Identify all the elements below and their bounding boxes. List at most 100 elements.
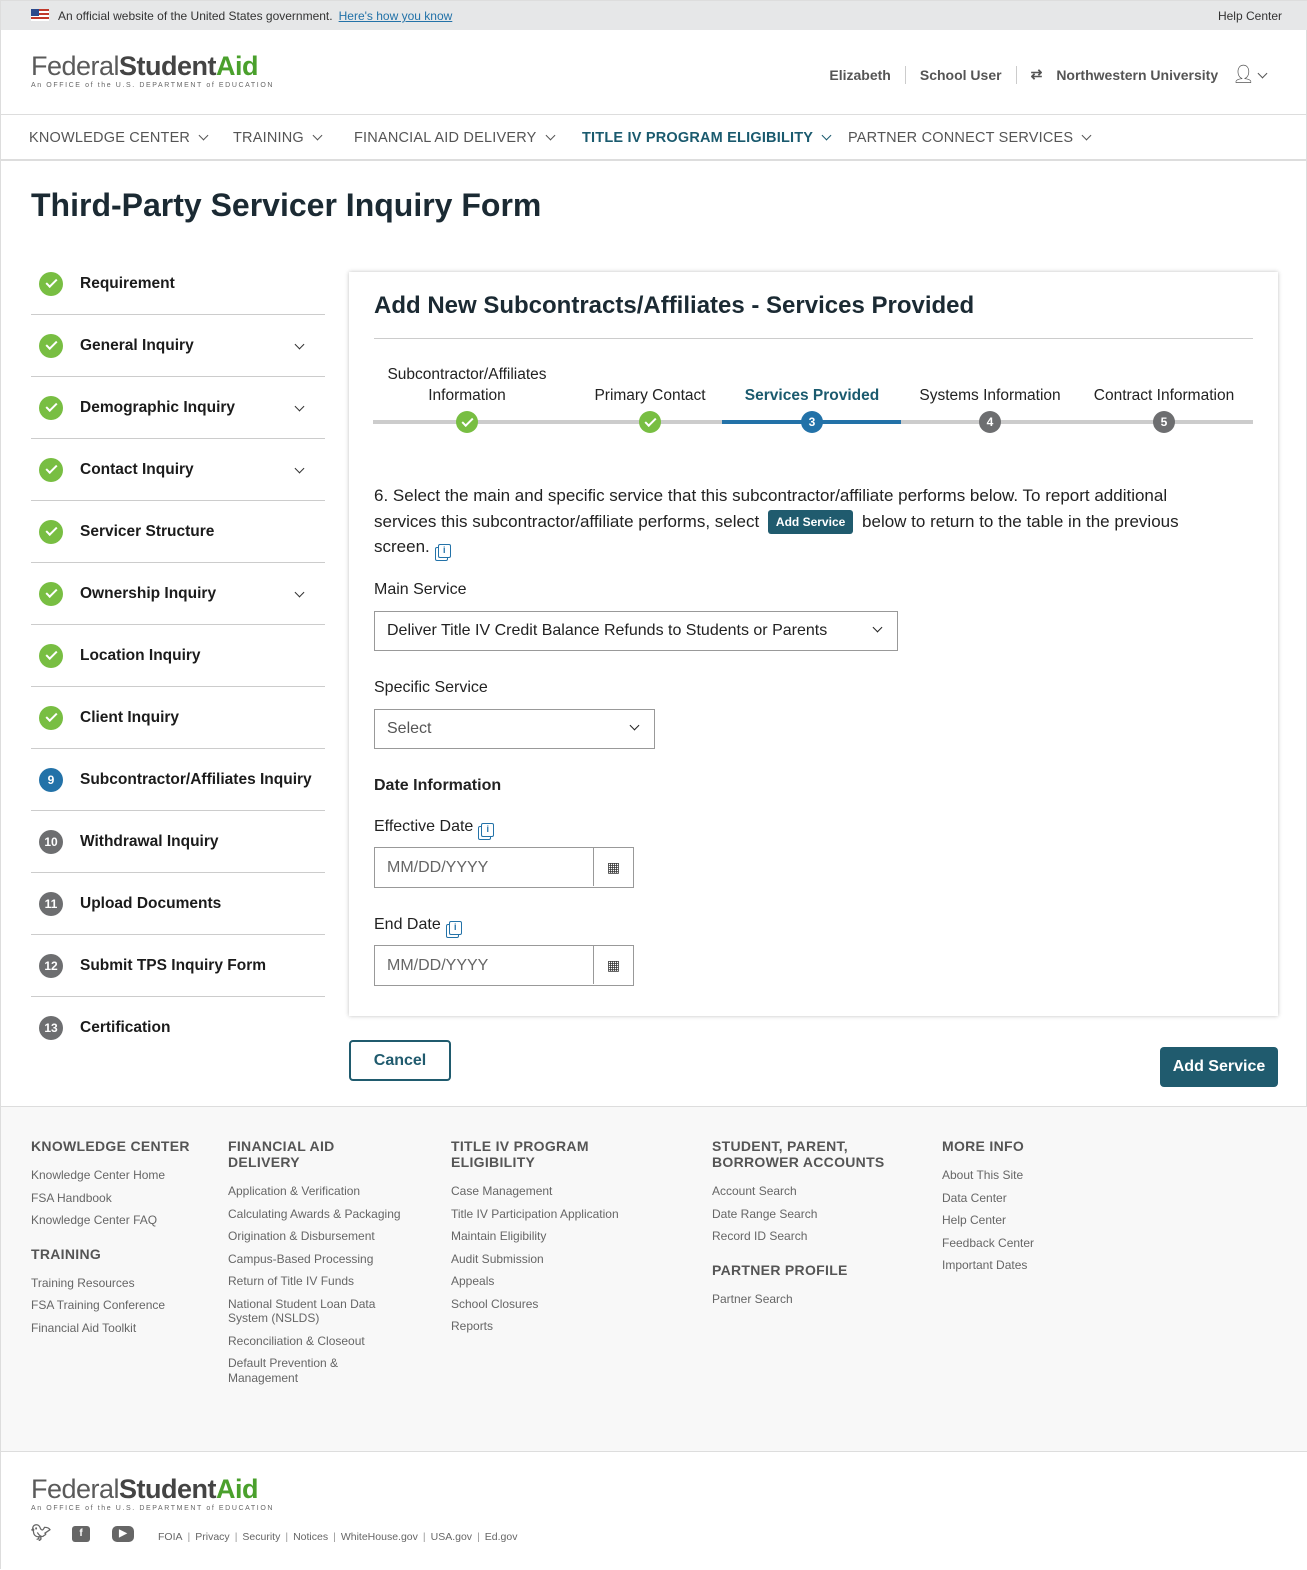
footer-link[interactable]: School Closures [451, 1296, 539, 1311]
legal-link[interactable]: WhiteHouse.gov [340, 1531, 418, 1543]
footer-link[interactable]: Record ID Search [712, 1229, 808, 1243]
effective-date-input[interactable]: MM/DD/YYYY ▦ [374, 847, 634, 888]
nav-item-knowledge-center[interactable]: KNOWLEDGE CENTER [29, 130, 209, 146]
sidebar-item-client-inquiry[interactable]: Client Inquiry [31, 687, 325, 749]
legal-link[interactable]: FOIA [158, 1531, 183, 1543]
how-you-know-link[interactable]: Here's how you know [338, 9, 453, 23]
sidebar-item-requirement[interactable]: Requirement [31, 253, 325, 315]
school-name[interactable]: Northwestern University [1056, 66, 1219, 83]
nav-item-title-iv-program-eligibility[interactable]: TITLE IV PROGRAM ELIGIBILITY [582, 130, 832, 146]
footer-link[interactable]: Case Management [451, 1184, 553, 1198]
step-label[interactable]: Systems Information [919, 387, 1061, 404]
legal-link[interactable]: Ed.gov [484, 1531, 518, 1543]
footer-link[interactable]: Maintain Eligibility [451, 1229, 547, 1243]
sidebar-item-subcontractor-affiliates-inquiry[interactable]: 9 Subcontractor/Affiliates Inquiry [31, 749, 325, 811]
facebook-icon[interactable]: f [72, 1526, 90, 1542]
sidebar-item-certification[interactable]: 13 Certification [31, 997, 325, 1059]
info-icon[interactable]: i [481, 823, 495, 837]
legal-link[interactable]: Privacy [195, 1531, 230, 1543]
user-name[interactable]: Elizabeth [829, 66, 891, 83]
footer-link[interactable]: Knowledge Center FAQ [31, 1213, 158, 1227]
footer-link[interactable]: FSA Handbook [31, 1190, 112, 1205]
footer-link[interactable]: Reconciliation & Closeout [228, 1333, 365, 1348]
sidebar-item-label: Submit TPS Inquiry Form [80, 956, 267, 974]
nav-item-financial-aid-delivery[interactable]: FINANCIAL AID DELIVERY [354, 130, 555, 146]
sidebar-item-demographic-inquiry[interactable]: Demographic Inquiry [31, 377, 325, 439]
footer-link[interactable]: FSA Training Conference [31, 1298, 166, 1312]
fsa-logo-footer[interactable]: FederalStudentAid An OFFICE of the U.S. … [31, 1474, 274, 1512]
footer-link[interactable]: Partner Search [712, 1291, 793, 1306]
nav-item-training[interactable]: TRAINING [233, 130, 323, 146]
sidebar-item-label: Client Inquiry [80, 708, 180, 726]
nav-item-partner-connect-services[interactable]: PARTNER CONNECT SERVICES [848, 130, 1092, 146]
legal-link[interactable]: USA.gov [430, 1531, 473, 1543]
footer-link[interactable]: National Student Loan Data System (NSLDS… [228, 1296, 376, 1326]
footer-link[interactable]: Title IV Participation Application [451, 1206, 619, 1221]
sidebar-item-location-inquiry[interactable]: Location Inquiry [31, 625, 325, 687]
end-date-input[interactable]: MM/DD/YYYY ▦ [374, 945, 634, 986]
sidebar-item-upload-documents[interactable]: 11 Upload Documents [31, 873, 325, 935]
chevron-down-icon[interactable] [294, 339, 305, 349]
logo-federal: Federal [31, 1474, 120, 1504]
sidebar-item-general-inquiry[interactable]: General Inquiry [31, 315, 325, 377]
footer-link[interactable]: Financial Aid Toolkit [31, 1320, 137, 1335]
twitter-icon[interactable]: 🐦︎ [31, 1525, 52, 1542]
sidebar-item-servicer-structure[interactable]: Servicer Structure [31, 501, 325, 563]
footer-link[interactable]: Reports [451, 1319, 494, 1333]
calendar-icon[interactable]: ▦ [593, 848, 633, 886]
step-1-check-icon[interactable] [456, 411, 478, 433]
fsa-logo[interactable]: FederalStudentAid An OFFICE of the U.S. … [31, 51, 274, 89]
step-label[interactable]: Contract Information [1093, 387, 1235, 404]
footer-link[interactable]: Default Prevention & Management [228, 1356, 339, 1385]
legal-link[interactable]: Security [242, 1531, 281, 1543]
chevron-down-icon[interactable] [294, 401, 305, 411]
logo-student: Student [119, 1474, 217, 1504]
chevron-down-icon[interactable] [294, 587, 305, 597]
footer-link[interactable]: Data Center [942, 1190, 1007, 1205]
footer-link[interactable]: Help Center [942, 1213, 1007, 1227]
swap-icon[interactable]: ⇄ [1030, 66, 1043, 82]
step-3-indicator[interactable]: 3 [801, 411, 823, 433]
separator: | [187, 1531, 191, 1543]
separator: | [234, 1531, 238, 1543]
footer-link[interactable]: Date Range Search [712, 1206, 818, 1221]
help-center-link[interactable]: Help Center [1217, 9, 1282, 23]
user-icon[interactable]: 👤︎ [1232, 64, 1268, 85]
add-service-button[interactable]: Add Service [1160, 1047, 1278, 1087]
footer-link[interactable]: Account Search [712, 1184, 797, 1198]
step-label[interactable]: Services Provided [744, 387, 880, 404]
footer-link[interactable]: Feedback Center [942, 1235, 1035, 1250]
chevron-down-icon[interactable] [294, 463, 305, 473]
sidebar-item-submit-tps-inquiry-form[interactable]: 12 Submit TPS Inquiry Form [31, 935, 325, 997]
step-label[interactable]: Subcontractor/Affiliates Information [387, 366, 547, 404]
main-service-select[interactable]: Deliver Title IV Credit Balance Refunds … [374, 611, 898, 651]
step-4-indicator[interactable]: 4 [979, 411, 1001, 433]
sidebar-item-withdrawal-inquiry[interactable]: 10 Withdrawal Inquiry [31, 811, 325, 873]
logo-subtitle: An OFFICE of the U.S. DEPARTMENT of EDUC… [31, 1505, 275, 1512]
footer-link[interactable]: About This Site [942, 1168, 1024, 1182]
footer-link[interactable]: Appeals [451, 1274, 495, 1288]
footer-link[interactable]: Application & Verification [228, 1184, 361, 1198]
footer-link[interactable]: Calculating Awards & Packaging [228, 1206, 401, 1221]
specific-service-select[interactable]: Select [374, 709, 655, 749]
footer-link[interactable]: Return of Title IV Funds [228, 1274, 355, 1288]
info-icon[interactable]: i [448, 921, 462, 935]
step-label[interactable]: Primary Contact [594, 387, 706, 404]
cancel-button[interactable]: Cancel [349, 1040, 451, 1081]
step-5-indicator[interactable]: 5 [1153, 411, 1175, 433]
footer-link[interactable]: Origination & Disbursement [228, 1229, 375, 1243]
legal-link[interactable]: Notices [293, 1531, 329, 1543]
step-2-check-icon[interactable] [639, 411, 661, 433]
footer-link[interactable]: Knowledge Center Home [31, 1168, 166, 1182]
calendar-icon[interactable]: ▦ [593, 946, 633, 984]
step-number-icon: 11 [39, 891, 63, 916]
youtube-icon[interactable]: ▶ [112, 1526, 134, 1542]
footer-link[interactable]: Campus-Based Processing [228, 1251, 374, 1266]
user-role[interactable]: School User [919, 66, 1002, 83]
footer-link[interactable]: Training Resources [31, 1275, 135, 1290]
footer-link[interactable]: Important Dates [942, 1258, 1028, 1272]
sidebar-item-contact-inquiry[interactable]: Contact Inquiry [31, 439, 325, 501]
sidebar-item-ownership-inquiry[interactable]: Ownership Inquiry [31, 563, 325, 625]
info-icon[interactable]: i [437, 544, 451, 558]
footer-link[interactable]: Audit Submission [451, 1251, 544, 1266]
